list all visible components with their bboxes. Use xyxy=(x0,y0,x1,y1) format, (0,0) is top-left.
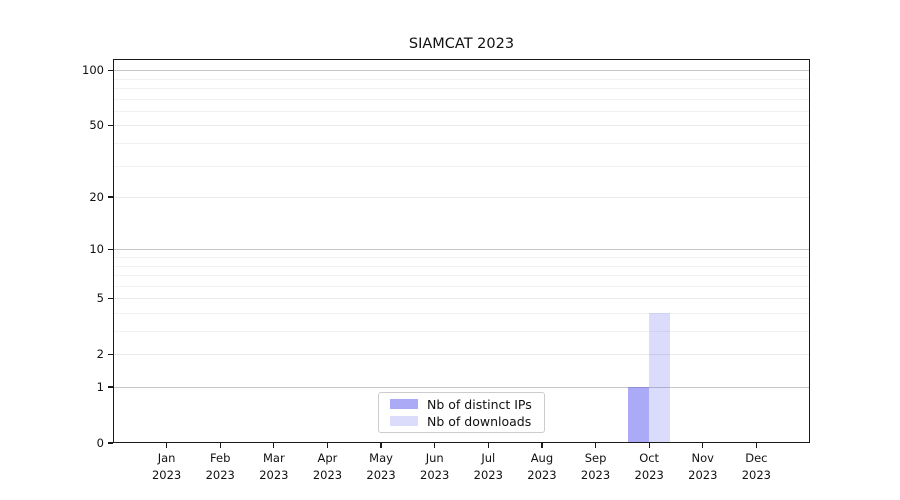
gridline-minor-60 xyxy=(113,110,810,112)
x-tick-year-sep: 2023 xyxy=(580,468,611,482)
x-tick-year-dec: 2023 xyxy=(741,468,772,482)
x-tick-month-apr: Apr xyxy=(317,451,338,465)
gridline-minor-70 xyxy=(113,98,810,100)
legend-label-distinct-ips: Nb of distinct IPs xyxy=(427,396,532,412)
x-tick-year-apr: 2023 xyxy=(312,468,343,482)
y-tick-label-0: 0 xyxy=(96,436,104,450)
legend: Nb of distinct IPs Nb of downloads xyxy=(378,392,545,433)
bar-downloads-oct xyxy=(649,313,671,443)
gridline-1 xyxy=(113,387,810,388)
legend-label-downloads: Nb of downloads xyxy=(427,413,532,429)
x-tick-year-may: 2023 xyxy=(366,468,396,482)
gridline-minor-7 xyxy=(113,275,810,277)
x-tick-sep xyxy=(594,443,597,448)
x-tick-year-feb: 2023 xyxy=(205,468,235,482)
gridline-minor-8 xyxy=(113,265,810,267)
x-tick-dec xyxy=(755,443,757,448)
x-tick-year-jun: 2023 xyxy=(420,468,450,482)
x-tick-year-aug: 2023 xyxy=(527,468,557,482)
y-tick-label-2: 2 xyxy=(96,347,104,362)
x-tick-jun xyxy=(434,443,436,448)
y-tick-label-1: 1 xyxy=(96,380,104,394)
x-tick-month-nov: Nov xyxy=(691,451,714,465)
legend-item-downloads: Nb of downloads xyxy=(390,413,544,429)
x-tick-oct xyxy=(648,443,650,448)
x-tick-label-sep: Sep 2023 xyxy=(569,450,623,484)
x-tick-label-jul: Jul 2023 xyxy=(461,450,515,484)
x-tick-month-jan: Jan xyxy=(157,451,176,465)
y-tick-5 xyxy=(108,297,113,299)
y-tick-1 xyxy=(108,386,113,388)
gridline-minor-30 xyxy=(113,165,810,167)
x-tick-year-jul: 2023 xyxy=(473,468,503,482)
x-tick-mar xyxy=(273,443,275,448)
gridline-minor-90 xyxy=(113,78,810,80)
y-tick-label-5: 5 xyxy=(96,291,104,306)
x-tick-label-jan: Jan 2023 xyxy=(140,450,194,484)
legend-item-distinct-ips: Nb of distinct IPs xyxy=(390,396,544,412)
gridline-5 xyxy=(113,298,810,300)
gridline-minor-3 xyxy=(113,331,810,332)
gridline-minor-4 xyxy=(113,312,810,314)
x-tick-year-mar: 2023 xyxy=(259,468,289,482)
x-tick-year-nov: 2023 xyxy=(688,468,718,482)
x-tick-feb xyxy=(219,443,221,448)
x-tick-month-mar: Mar xyxy=(262,451,285,465)
y-tick-label-10: 10 xyxy=(89,242,104,257)
x-tick-month-sep: Sep xyxy=(584,451,607,465)
x-tick-month-may: May xyxy=(369,451,393,465)
x-tick-jul xyxy=(487,443,489,448)
x-tick-label-mar: Mar 2023 xyxy=(247,450,301,484)
gridline-minor-40 xyxy=(113,143,810,144)
gridline-10 xyxy=(113,249,810,251)
y-tick-50 xyxy=(108,124,113,126)
y-tick-20 xyxy=(108,196,113,198)
legend-swatch-downloads-icon xyxy=(390,416,418,426)
plot-area xyxy=(113,59,810,443)
x-tick-month-feb: Feb xyxy=(210,451,231,465)
y-tick-label-100: 100 xyxy=(82,63,104,78)
x-tick-month-dec: Dec xyxy=(745,451,768,465)
x-tick-month-jun: Jun xyxy=(425,451,444,465)
x-tick-apr xyxy=(326,443,329,448)
x-tick-label-apr: Apr 2023 xyxy=(300,450,354,484)
gridline-2 xyxy=(113,354,810,356)
chart-title: SIAMCAT 2023 xyxy=(408,36,515,52)
gridline-minor-9 xyxy=(113,256,810,258)
x-tick-month-aug: Aug xyxy=(530,451,554,465)
x-tick-month-oct: Oct xyxy=(639,451,660,465)
x-tick-label-nov: Nov 2023 xyxy=(676,450,730,484)
gridline-minor-80 xyxy=(113,88,810,89)
bar-distinct-ips-oct xyxy=(628,387,650,443)
x-tick-aug xyxy=(541,443,543,448)
y-tick-label-50: 50 xyxy=(89,118,104,133)
x-tick-jan xyxy=(166,443,168,448)
gridline-50 xyxy=(113,125,810,127)
x-tick-year-jan: 2023 xyxy=(151,468,182,482)
y-tick-100 xyxy=(108,69,113,71)
x-tick-year-oct: 2023 xyxy=(634,468,664,482)
y-tick-0 xyxy=(108,442,113,444)
x-tick-label-may: May 2023 xyxy=(354,450,408,484)
x-tick-month-jul: Jul xyxy=(481,451,496,465)
gridline-20 xyxy=(113,197,810,199)
x-tick-label-aug: Aug 2023 xyxy=(515,450,569,484)
x-tick-may xyxy=(380,443,382,448)
x-tick-label-feb: Feb 2023 xyxy=(193,450,247,484)
y-tick-label-20: 20 xyxy=(89,190,104,205)
x-tick-label-dec: Dec 2023 xyxy=(729,450,783,484)
gridline-100 xyxy=(113,70,810,72)
x-tick-nov xyxy=(702,443,704,448)
y-tick-2 xyxy=(108,353,113,355)
legend-swatch-distinct-ips-icon xyxy=(390,399,418,409)
gridline-minor-6 xyxy=(113,285,810,287)
x-tick-label-jun: Jun 2023 xyxy=(408,450,462,484)
y-tick-10 xyxy=(108,248,113,250)
x-tick-label-oct: Oct 2023 xyxy=(622,450,676,484)
